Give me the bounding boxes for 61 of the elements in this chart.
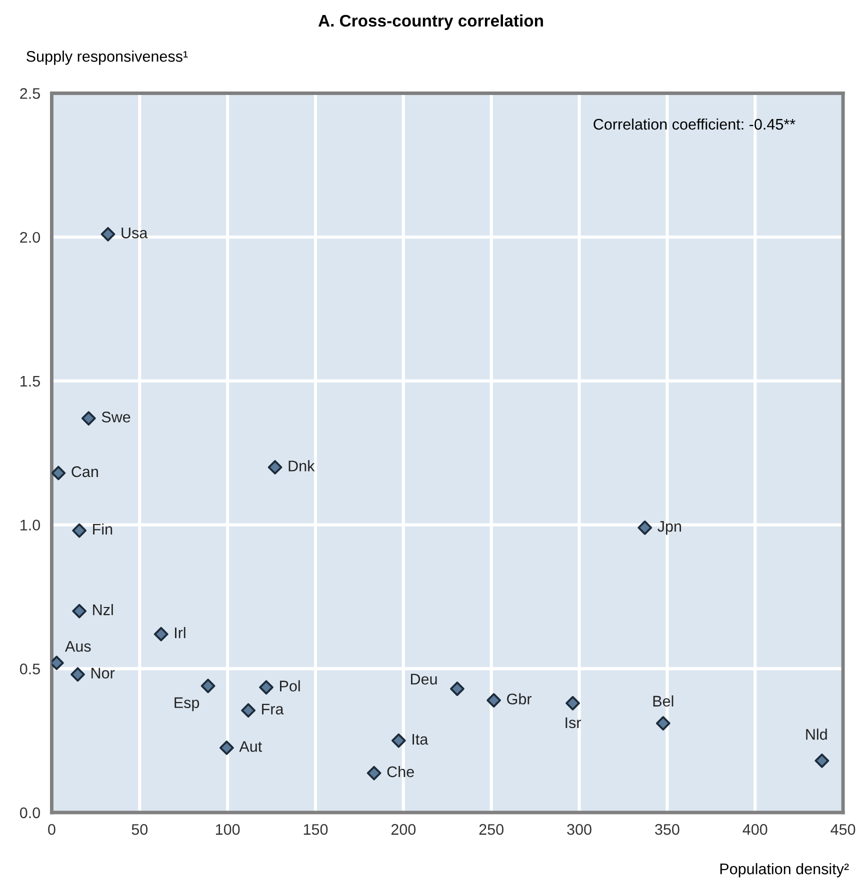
x-tick-label: 250 xyxy=(479,824,504,835)
x-tick-label: 150 xyxy=(304,824,328,835)
annotation: Swe xyxy=(102,412,130,422)
point xyxy=(259,680,274,695)
x-tick-label: 50 xyxy=(132,824,148,835)
point xyxy=(72,604,87,618)
annotation: Pol xyxy=(280,680,300,692)
point xyxy=(52,466,66,480)
point xyxy=(70,667,85,682)
point xyxy=(154,626,168,642)
annotation: Correlation coefficient: -0.45** xyxy=(594,118,796,130)
annotation: Isr xyxy=(566,717,581,728)
annotation: Nld xyxy=(806,728,827,740)
y-tick-label: 0.0 xyxy=(20,807,40,818)
point xyxy=(200,678,216,694)
annotation: Dnk xyxy=(288,460,315,472)
point xyxy=(486,693,501,708)
y-tick-label: 1.0 xyxy=(20,520,40,530)
annotation: Ita xyxy=(412,734,428,745)
annotation: Nzl xyxy=(93,604,113,616)
annotation: Can xyxy=(72,466,98,478)
point xyxy=(638,520,652,535)
x-tick-label: 400 xyxy=(742,824,768,835)
annotation: Che xyxy=(387,766,414,778)
annotation: Deu xyxy=(411,674,437,685)
annotation: Jpn xyxy=(658,521,681,535)
annotation: Gbr xyxy=(507,693,532,704)
x-tick-label: 100 xyxy=(216,824,240,835)
point xyxy=(100,227,116,242)
chart-title: A. Cross-country correlation xyxy=(318,14,543,30)
point xyxy=(268,460,282,474)
point xyxy=(656,716,670,731)
point xyxy=(566,696,580,710)
point xyxy=(220,740,234,755)
annotation: Fra xyxy=(262,704,284,714)
x-tick-label: 300 xyxy=(567,824,592,835)
x-tick-label: 0 xyxy=(48,824,56,835)
y-tick-label: 0.5 xyxy=(20,664,40,674)
annotation: Aus xyxy=(65,641,91,652)
annotation: Bel xyxy=(653,695,674,707)
y-tick-label: 1.5 xyxy=(20,376,40,387)
annotation: Esp xyxy=(174,697,200,712)
y-tick-label: 2.5 xyxy=(20,88,40,99)
x-tick-label: 450 xyxy=(830,824,856,835)
point xyxy=(450,682,464,696)
point xyxy=(72,523,87,538)
x-tick-label: 350 xyxy=(655,824,680,835)
point xyxy=(366,766,382,780)
point xyxy=(814,754,830,768)
point xyxy=(241,703,256,718)
x-axis-title: Population density² xyxy=(720,863,849,878)
point xyxy=(81,411,96,426)
annotation: Usa xyxy=(122,228,148,238)
annotation: Nor xyxy=(92,668,115,679)
annotation: Fin xyxy=(93,523,112,535)
x-tick-label: 200 xyxy=(391,824,416,835)
annotation: Irl xyxy=(175,627,186,638)
annotation: Aut xyxy=(239,741,262,752)
point xyxy=(391,733,406,748)
y-tick-label: 2.0 xyxy=(20,232,40,243)
y-axis-title: Supply responsiveness¹ xyxy=(26,50,188,65)
